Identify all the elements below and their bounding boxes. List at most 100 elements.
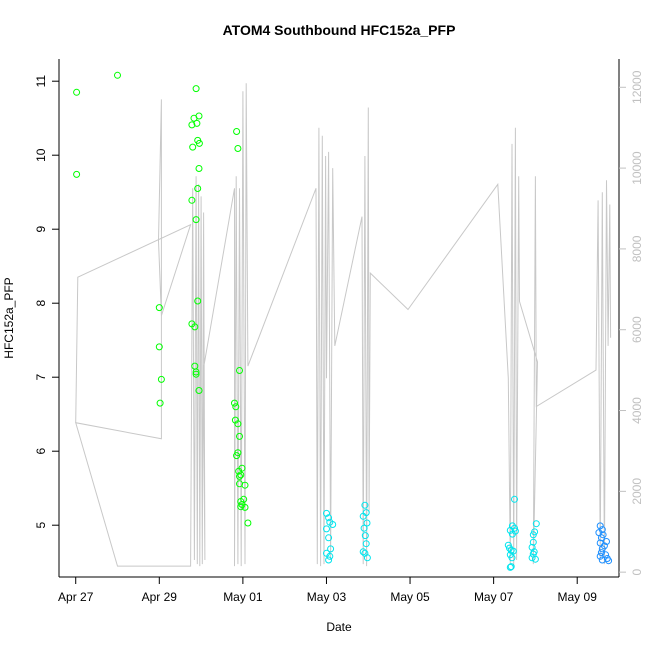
x-tick-label: Apr 29: [142, 590, 178, 604]
data-point: [506, 563, 514, 571]
data-point: [195, 139, 203, 147]
data-point: [235, 467, 243, 475]
data-point: [192, 370, 200, 378]
data-point: [234, 145, 242, 152]
data-point: [191, 323, 199, 331]
data-point: [511, 495, 518, 503]
data-point: [327, 545, 335, 553]
y2-tick-label: 10000: [630, 151, 644, 185]
data-point: [325, 556, 333, 564]
altitude-layer: [74, 83, 612, 567]
data-point: [236, 480, 243, 488]
y2-tick-label: 6000: [630, 316, 644, 343]
chart-title: ATOM4 Southbound HFC152a_PFP: [223, 22, 456, 38]
data-point: [193, 119, 201, 127]
data-point: [323, 525, 330, 533]
y2-tick-label: 4000: [630, 397, 644, 424]
y2-tick-label: 0: [630, 568, 644, 575]
data-point: [114, 71, 121, 79]
data-point: [529, 538, 537, 546]
data-point: [73, 88, 81, 96]
x-tick-label: May 03: [307, 590, 347, 604]
data-point: [195, 112, 203, 120]
altitude-line: [74, 83, 612, 567]
data-point: [603, 538, 610, 545]
axes-layer: Apr 27 Apr 29 May 01 May 03 May 05 May 07 May …: [34, 59, 644, 604]
y-tick-label: 10: [34, 148, 48, 162]
data-point: [596, 522, 604, 530]
data-point: [598, 545, 606, 553]
data-point: [157, 375, 165, 383]
data-point: [323, 509, 330, 517]
data-point: [359, 548, 367, 556]
data-point: [232, 403, 240, 411]
data-point: [236, 472, 243, 480]
data-point: [237, 503, 245, 511]
data-point: [326, 552, 334, 560]
x-tick-label: May 01: [223, 590, 263, 604]
data-point: [605, 557, 613, 565]
data-point: [188, 196, 196, 204]
data-point: [244, 519, 252, 527]
data-point: [363, 554, 371, 562]
y-tick-label: 6: [34, 448, 48, 455]
data-point: [361, 532, 369, 540]
data-point: [528, 543, 536, 551]
x-tick-label: May 05: [390, 590, 430, 604]
points-layer: [73, 71, 613, 571]
data-point: [362, 540, 370, 548]
y-tick-label: 7: [34, 374, 48, 381]
data-point: [192, 85, 200, 93]
data-point: [359, 512, 367, 520]
data-point: [508, 522, 516, 530]
data-point: [528, 554, 536, 562]
data-point: [361, 501, 369, 509]
y2-tick-label: 8000: [630, 235, 644, 262]
data-point: [325, 514, 333, 522]
data-point: [329, 521, 337, 528]
data-point: [508, 554, 516, 562]
data-point: [597, 549, 605, 557]
data-point: [531, 555, 539, 563]
data-point: [507, 563, 515, 571]
data-point: [233, 452, 241, 460]
data-point: [195, 165, 203, 172]
data-point: [325, 534, 333, 542]
data-point: [508, 530, 516, 538]
y-tick-label: 8: [34, 300, 48, 307]
x-tick-label: May 07: [474, 590, 514, 604]
data-point: [155, 304, 163, 312]
y2-tick-label: 12000: [630, 70, 644, 104]
data-point: [236, 432, 243, 440]
y2-tick-label: 2000: [630, 478, 644, 505]
data-point: [360, 524, 368, 532]
data-point: [506, 526, 514, 534]
data-point: [194, 185, 202, 192]
data-point: [192, 216, 200, 224]
data-point: [156, 399, 164, 407]
y-axis-label: HFC152a_PFP: [2, 277, 16, 358]
data-point: [597, 534, 605, 542]
y-tick-label: 5: [34, 522, 48, 529]
data-point: [192, 368, 200, 376]
data-point: [233, 128, 241, 135]
data-point: [73, 170, 81, 178]
data-point: [188, 121, 196, 129]
data-point: [189, 143, 197, 151]
data-point: [596, 552, 604, 560]
data-point: [532, 520, 540, 528]
y-tick-label: 11: [34, 75, 48, 88]
data-point: [231, 399, 238, 407]
data-point: [511, 524, 518, 532]
x-axis-label: Date: [326, 620, 352, 634]
data-point: [236, 367, 243, 374]
data-point: [234, 420, 242, 428]
data-point: [195, 387, 203, 394]
data-point: [363, 519, 371, 527]
data-point: [237, 471, 245, 479]
data-point: [194, 297, 202, 305]
y-tick-label: 9: [34, 226, 48, 233]
x-tick-label: May 09: [558, 590, 598, 604]
data-point: [155, 343, 163, 351]
